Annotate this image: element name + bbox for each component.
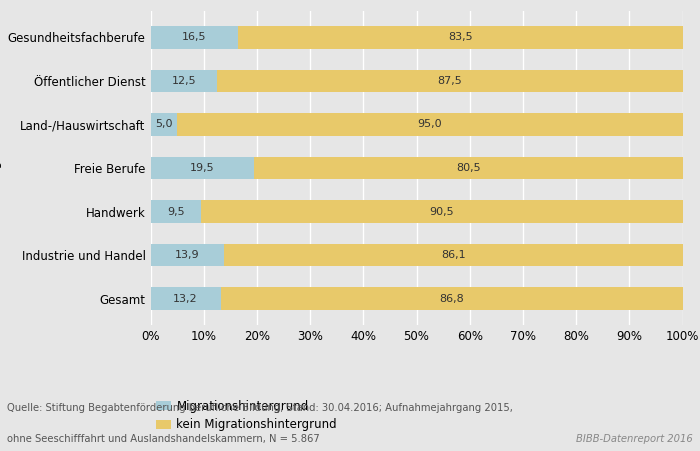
Bar bbox=[201, 200, 682, 223]
Text: BIBB-Datenreport 2016: BIBB-Datenreport 2016 bbox=[576, 434, 693, 444]
Text: 12,5: 12,5 bbox=[172, 76, 196, 86]
Text: 80,5: 80,5 bbox=[456, 163, 481, 173]
Text: 19,5: 19,5 bbox=[190, 163, 215, 173]
Bar bbox=[225, 244, 682, 267]
Bar bbox=[220, 287, 682, 310]
Text: 5,0: 5,0 bbox=[155, 120, 173, 129]
Text: Quelle: Stiftung Begabtenförderung berufliche Bildung, Stand: 30.04.2016; Aufnah: Quelle: Stiftung Begabtenförderung beruf… bbox=[7, 403, 513, 413]
Bar bbox=[150, 200, 201, 223]
Bar bbox=[150, 26, 238, 49]
Legend: Migrationshintergrund, kein Migrationshintergrund: Migrationshintergrund, kein Migrationshi… bbox=[156, 400, 337, 432]
Bar bbox=[177, 113, 682, 136]
Bar bbox=[150, 244, 225, 267]
Bar bbox=[238, 26, 682, 49]
Text: 83,5: 83,5 bbox=[448, 32, 472, 42]
Text: 16,5: 16,5 bbox=[182, 32, 206, 42]
Text: 13,9: 13,9 bbox=[175, 250, 199, 260]
Text: ohne Seeschifffahrt und Auslandshandelskammern, N = 5.867: ohne Seeschifffahrt und Auslandshandelsk… bbox=[7, 434, 320, 444]
Text: 90,5: 90,5 bbox=[430, 207, 454, 216]
Text: 86,1: 86,1 bbox=[441, 250, 466, 260]
Bar bbox=[217, 69, 682, 92]
Text: 86,8: 86,8 bbox=[439, 294, 464, 304]
Bar bbox=[150, 113, 177, 136]
Y-axis label: Ausbildungsbereich: Ausbildungsbereich bbox=[0, 107, 2, 229]
Bar bbox=[254, 156, 682, 179]
Text: 9,5: 9,5 bbox=[167, 207, 185, 216]
Bar bbox=[150, 287, 220, 310]
Text: 87,5: 87,5 bbox=[438, 76, 462, 86]
Bar bbox=[150, 156, 254, 179]
Text: 13,2: 13,2 bbox=[174, 294, 198, 304]
Bar bbox=[150, 69, 217, 92]
Text: 95,0: 95,0 bbox=[417, 120, 442, 129]
